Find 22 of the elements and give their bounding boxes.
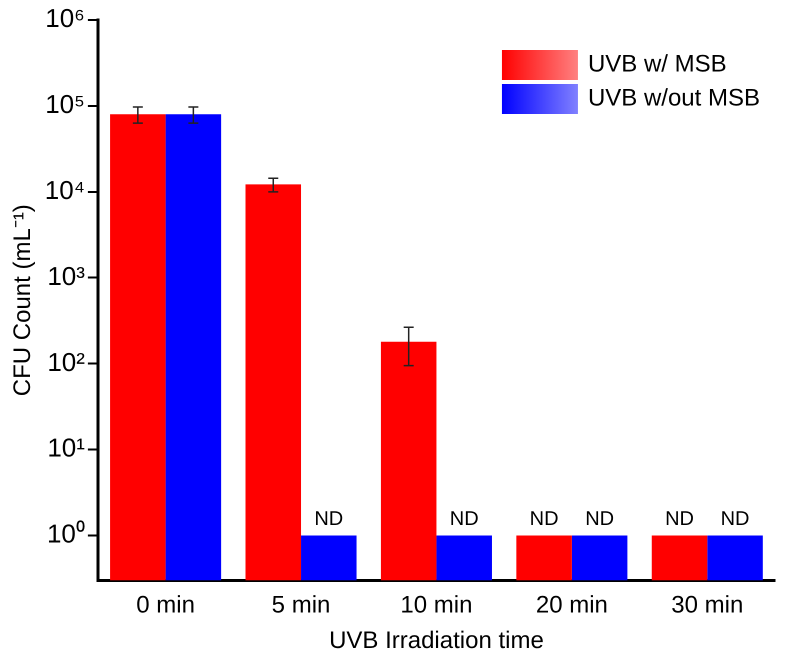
x-tick-label: 20 min bbox=[536, 591, 608, 618]
y-tick-label: 10⁰ bbox=[46, 518, 85, 549]
data-label: ND bbox=[530, 508, 559, 530]
data-label: ND bbox=[585, 508, 614, 530]
y-tick-label: 10⁵ bbox=[45, 89, 85, 120]
x-tick-label: 10 min bbox=[400, 591, 472, 618]
x-tick-label: 30 min bbox=[671, 591, 744, 618]
y-tick-label: 10² bbox=[47, 346, 86, 377]
data-label: ND bbox=[314, 508, 344, 530]
x-tick-label: 0 min bbox=[136, 591, 195, 618]
legend-label: UVB w/out MSB bbox=[588, 84, 760, 112]
x-tick-label: 5 min bbox=[272, 591, 330, 618]
y-tick-label: 10⁶ bbox=[45, 3, 85, 34]
data-label: ND bbox=[665, 508, 694, 530]
y-tick-label: 10¹ bbox=[47, 432, 86, 463]
y-axis-title: CFU Count (mL⁻¹) bbox=[9, 204, 36, 396]
x-axis-title: UVB Irradiation time bbox=[329, 627, 544, 654]
legend-label: UVB w/ MSB bbox=[588, 50, 727, 78]
y-tick-label: 10⁴ bbox=[44, 175, 85, 205]
data-label: ND bbox=[450, 508, 479, 530]
y-tick-label: 10³ bbox=[47, 260, 86, 291]
data-label: ND bbox=[720, 508, 750, 530]
